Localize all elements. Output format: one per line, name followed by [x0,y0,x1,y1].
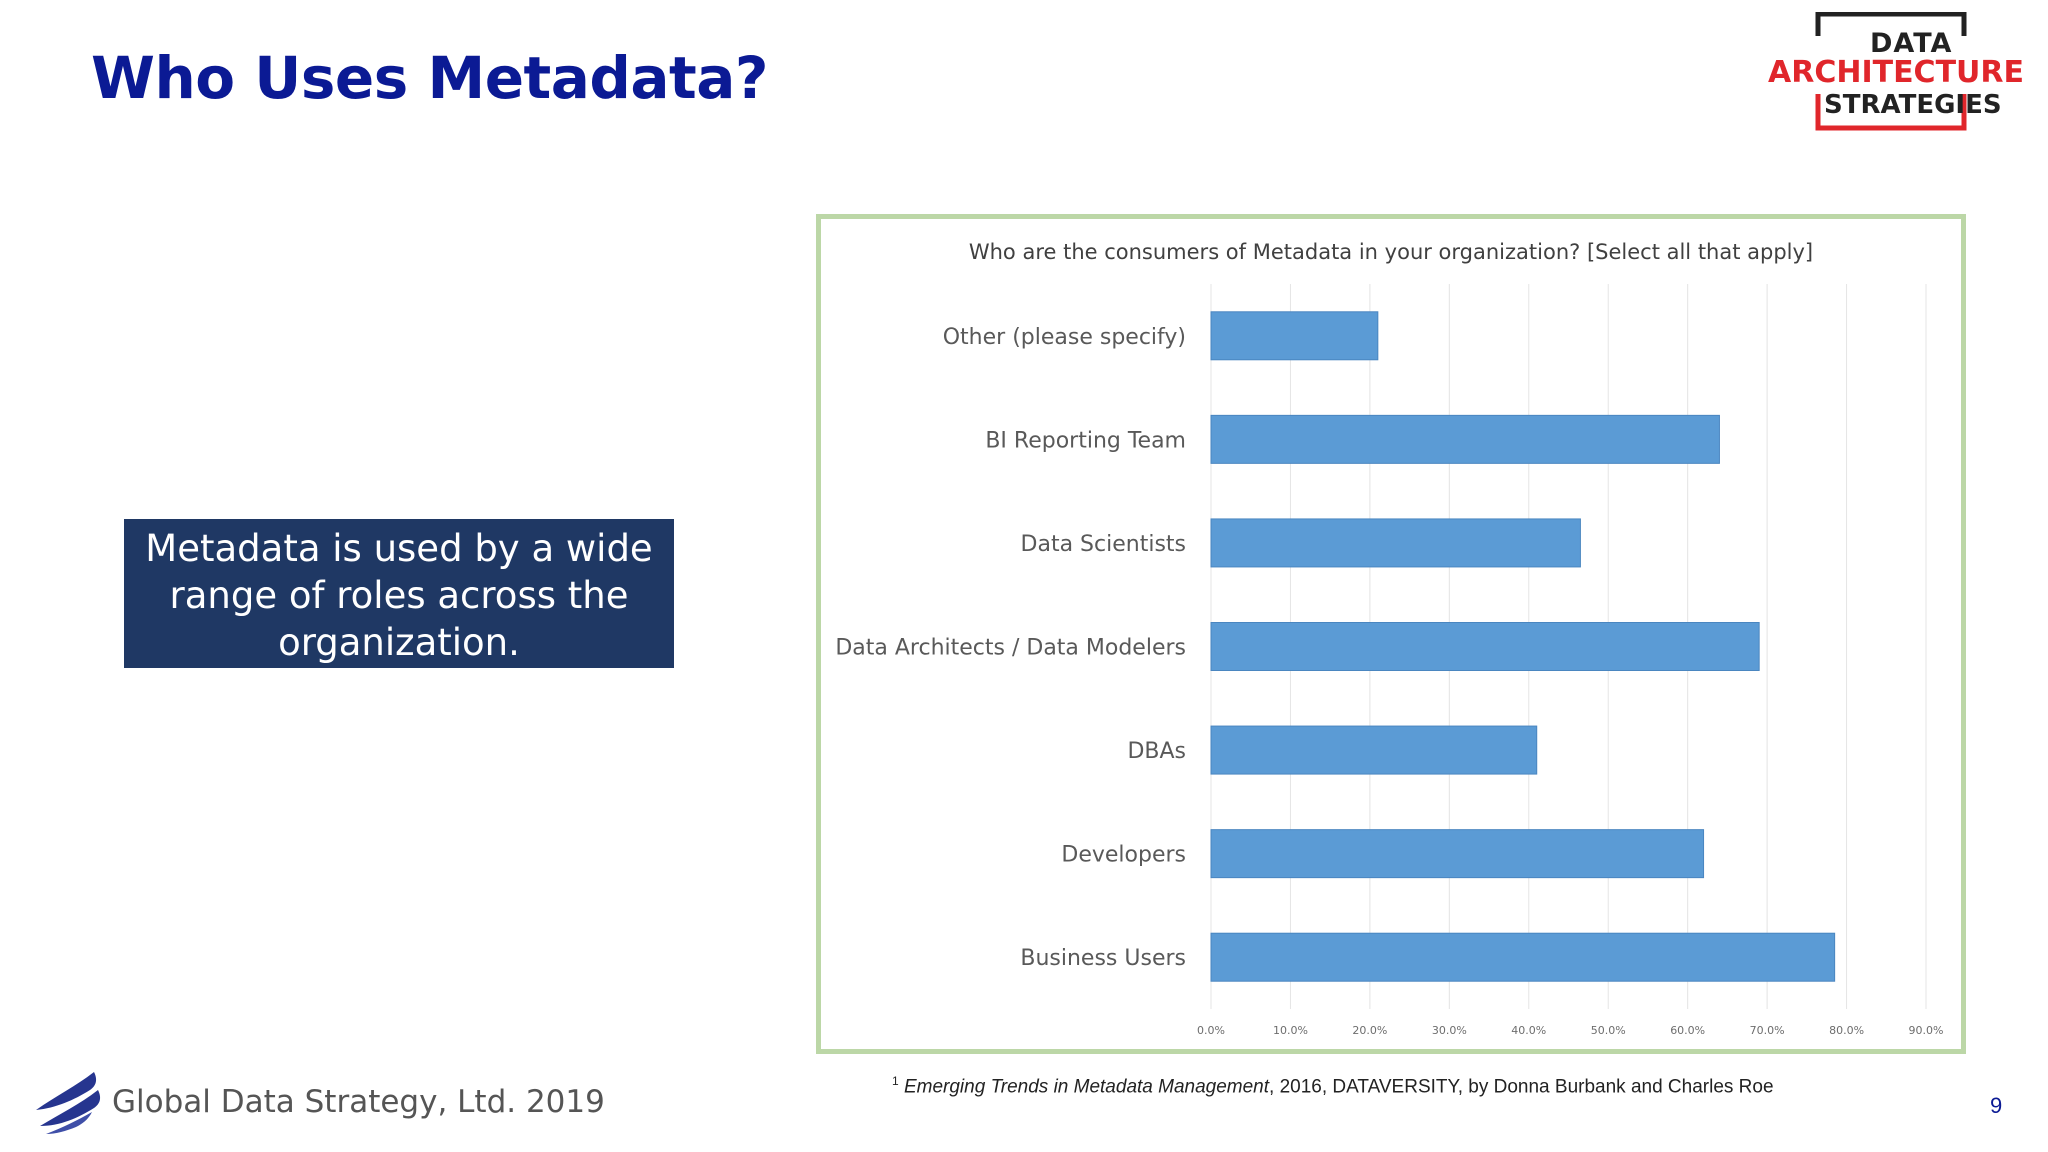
data-architecture-strategies-logo: DATA ARCHITECTURE STRATEGIES [1768,12,2048,136]
x-tick-label: 20.0% [1352,1024,1387,1037]
bar [1210,518,1581,568]
bar [1210,414,1720,464]
x-tick-label: 70.0% [1750,1024,1785,1037]
category-label: Data Architects / Data Modelers [835,636,1186,661]
x-tick-label: 40.0% [1511,1024,1546,1037]
chart-title: Who are the consumers of Metadata in you… [969,240,1813,264]
bar [1210,725,1538,775]
callout-box: Metadata is used by a wide range of role… [124,519,674,668]
category-label: Data Scientists [1021,532,1186,557]
x-tick-label: 80.0% [1829,1024,1864,1037]
x-tick-label: 50.0% [1591,1024,1626,1037]
logo-line-architecture: ARCHITECTURE [1768,55,2024,90]
logo-frame-icon [1815,12,1967,131]
bar [1210,311,1379,361]
page-number: 9 [1990,1093,2003,1118]
chart-frame: Who are the consumers of Metadata in you… [816,214,1966,1054]
x-tick-label: 0.0% [1197,1024,1225,1037]
logo-line-strategies: STRATEGIES [1824,90,2002,120]
bar [1210,622,1760,671]
category-label: Other (please specify) [943,325,1186,350]
x-tick-label: 90.0% [1909,1024,1944,1037]
x-tick-label: 30.0% [1432,1024,1467,1037]
global-data-strategy-logo-icon [36,1072,101,1134]
callout-text: Metadata is used by a wide range of role… [145,527,653,664]
category-label: Business Users [1020,946,1186,971]
footnote: 1 Emerging Trends in Metadata Management… [892,1074,1774,1098]
category-label: DBAs [1127,739,1186,764]
bar-chart: Who are the consumers of Metadata in you… [835,240,1944,1037]
x-tick-label: 60.0% [1670,1024,1705,1037]
logo-line-data: DATA [1870,28,1953,59]
bar [1210,932,1836,982]
x-tick-label: 10.0% [1273,1024,1308,1037]
footnote-citation: , 2016, DATAVERSITY, by Donna Burbank an… [1269,1076,1774,1098]
footnote-source-title: Emerging Trends in Metadata Management [903,1076,1270,1098]
footnote-marker: 1 [892,1074,899,1088]
bar [1210,829,1705,879]
category-label: BI Reporting Team [985,428,1186,453]
footer-company: Global Data Strategy, Ltd. 2019 [112,1084,605,1120]
category-label: Developers [1061,843,1186,868]
slide-title: Who Uses Metadata? [91,44,769,112]
